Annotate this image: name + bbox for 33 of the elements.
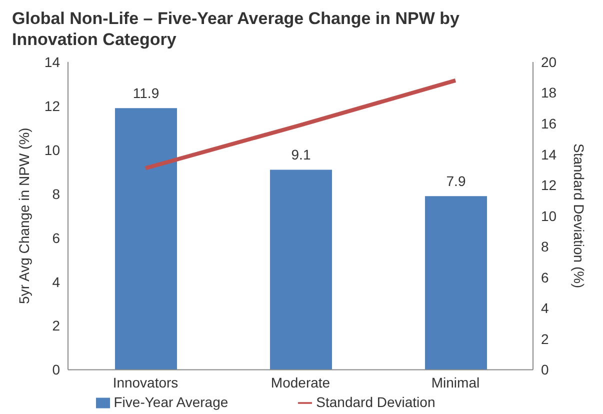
bar [425, 196, 487, 370]
y-tick-label: 8 [52, 186, 60, 202]
y-axis-title: 5yr Avg Change in NPW (%) [16, 128, 32, 304]
y-tick-label: 6 [52, 230, 60, 246]
y-tick-label: 12 [44, 98, 60, 114]
y2-tick-label: 12 [541, 177, 557, 194]
x-tick-label: Moderate [270, 374, 330, 391]
y-tick-label: 4 [52, 274, 60, 290]
y2-tick-label: 14 [541, 146, 557, 162]
data-label: 9.1 [291, 146, 311, 163]
y2-tick-label: 8 [541, 238, 549, 255]
legend-label: Five-Year Average [114, 394, 228, 410]
y-tick-label: 2 [52, 318, 60, 334]
data-label: 11.9 [132, 85, 160, 102]
y2-tick-label: 10 [541, 208, 557, 224]
bar [115, 108, 177, 370]
y2-tick-label: 18 [541, 84, 557, 101]
x-tick-label: Minimal [431, 374, 480, 391]
y2-tick-label: 16 [541, 116, 557, 132]
y2-axis-title: Standard Deviation (%) [571, 143, 588, 288]
bar [270, 170, 332, 370]
y-tick-label: 0 [52, 362, 60, 378]
y2-tick-label: 20 [541, 54, 557, 70]
chart-title: Global Non-Life – Five-Year Average Change in NPW by Innovation Category [12, 8, 460, 50]
y2-tick-label: 6 [541, 269, 549, 286]
y-tick-label: 10 [44, 142, 60, 158]
legend-label: Standard Deviation [316, 394, 436, 410]
data-label: 7.9 [446, 173, 466, 190]
y-tick-label: 14 [44, 54, 60, 70]
y2-tick-label: 0 [541, 362, 549, 378]
y2-tick-label: 2 [541, 330, 549, 347]
y2-tick-label: 4 [541, 300, 549, 316]
x-tick-label: Innovators [112, 374, 178, 391]
